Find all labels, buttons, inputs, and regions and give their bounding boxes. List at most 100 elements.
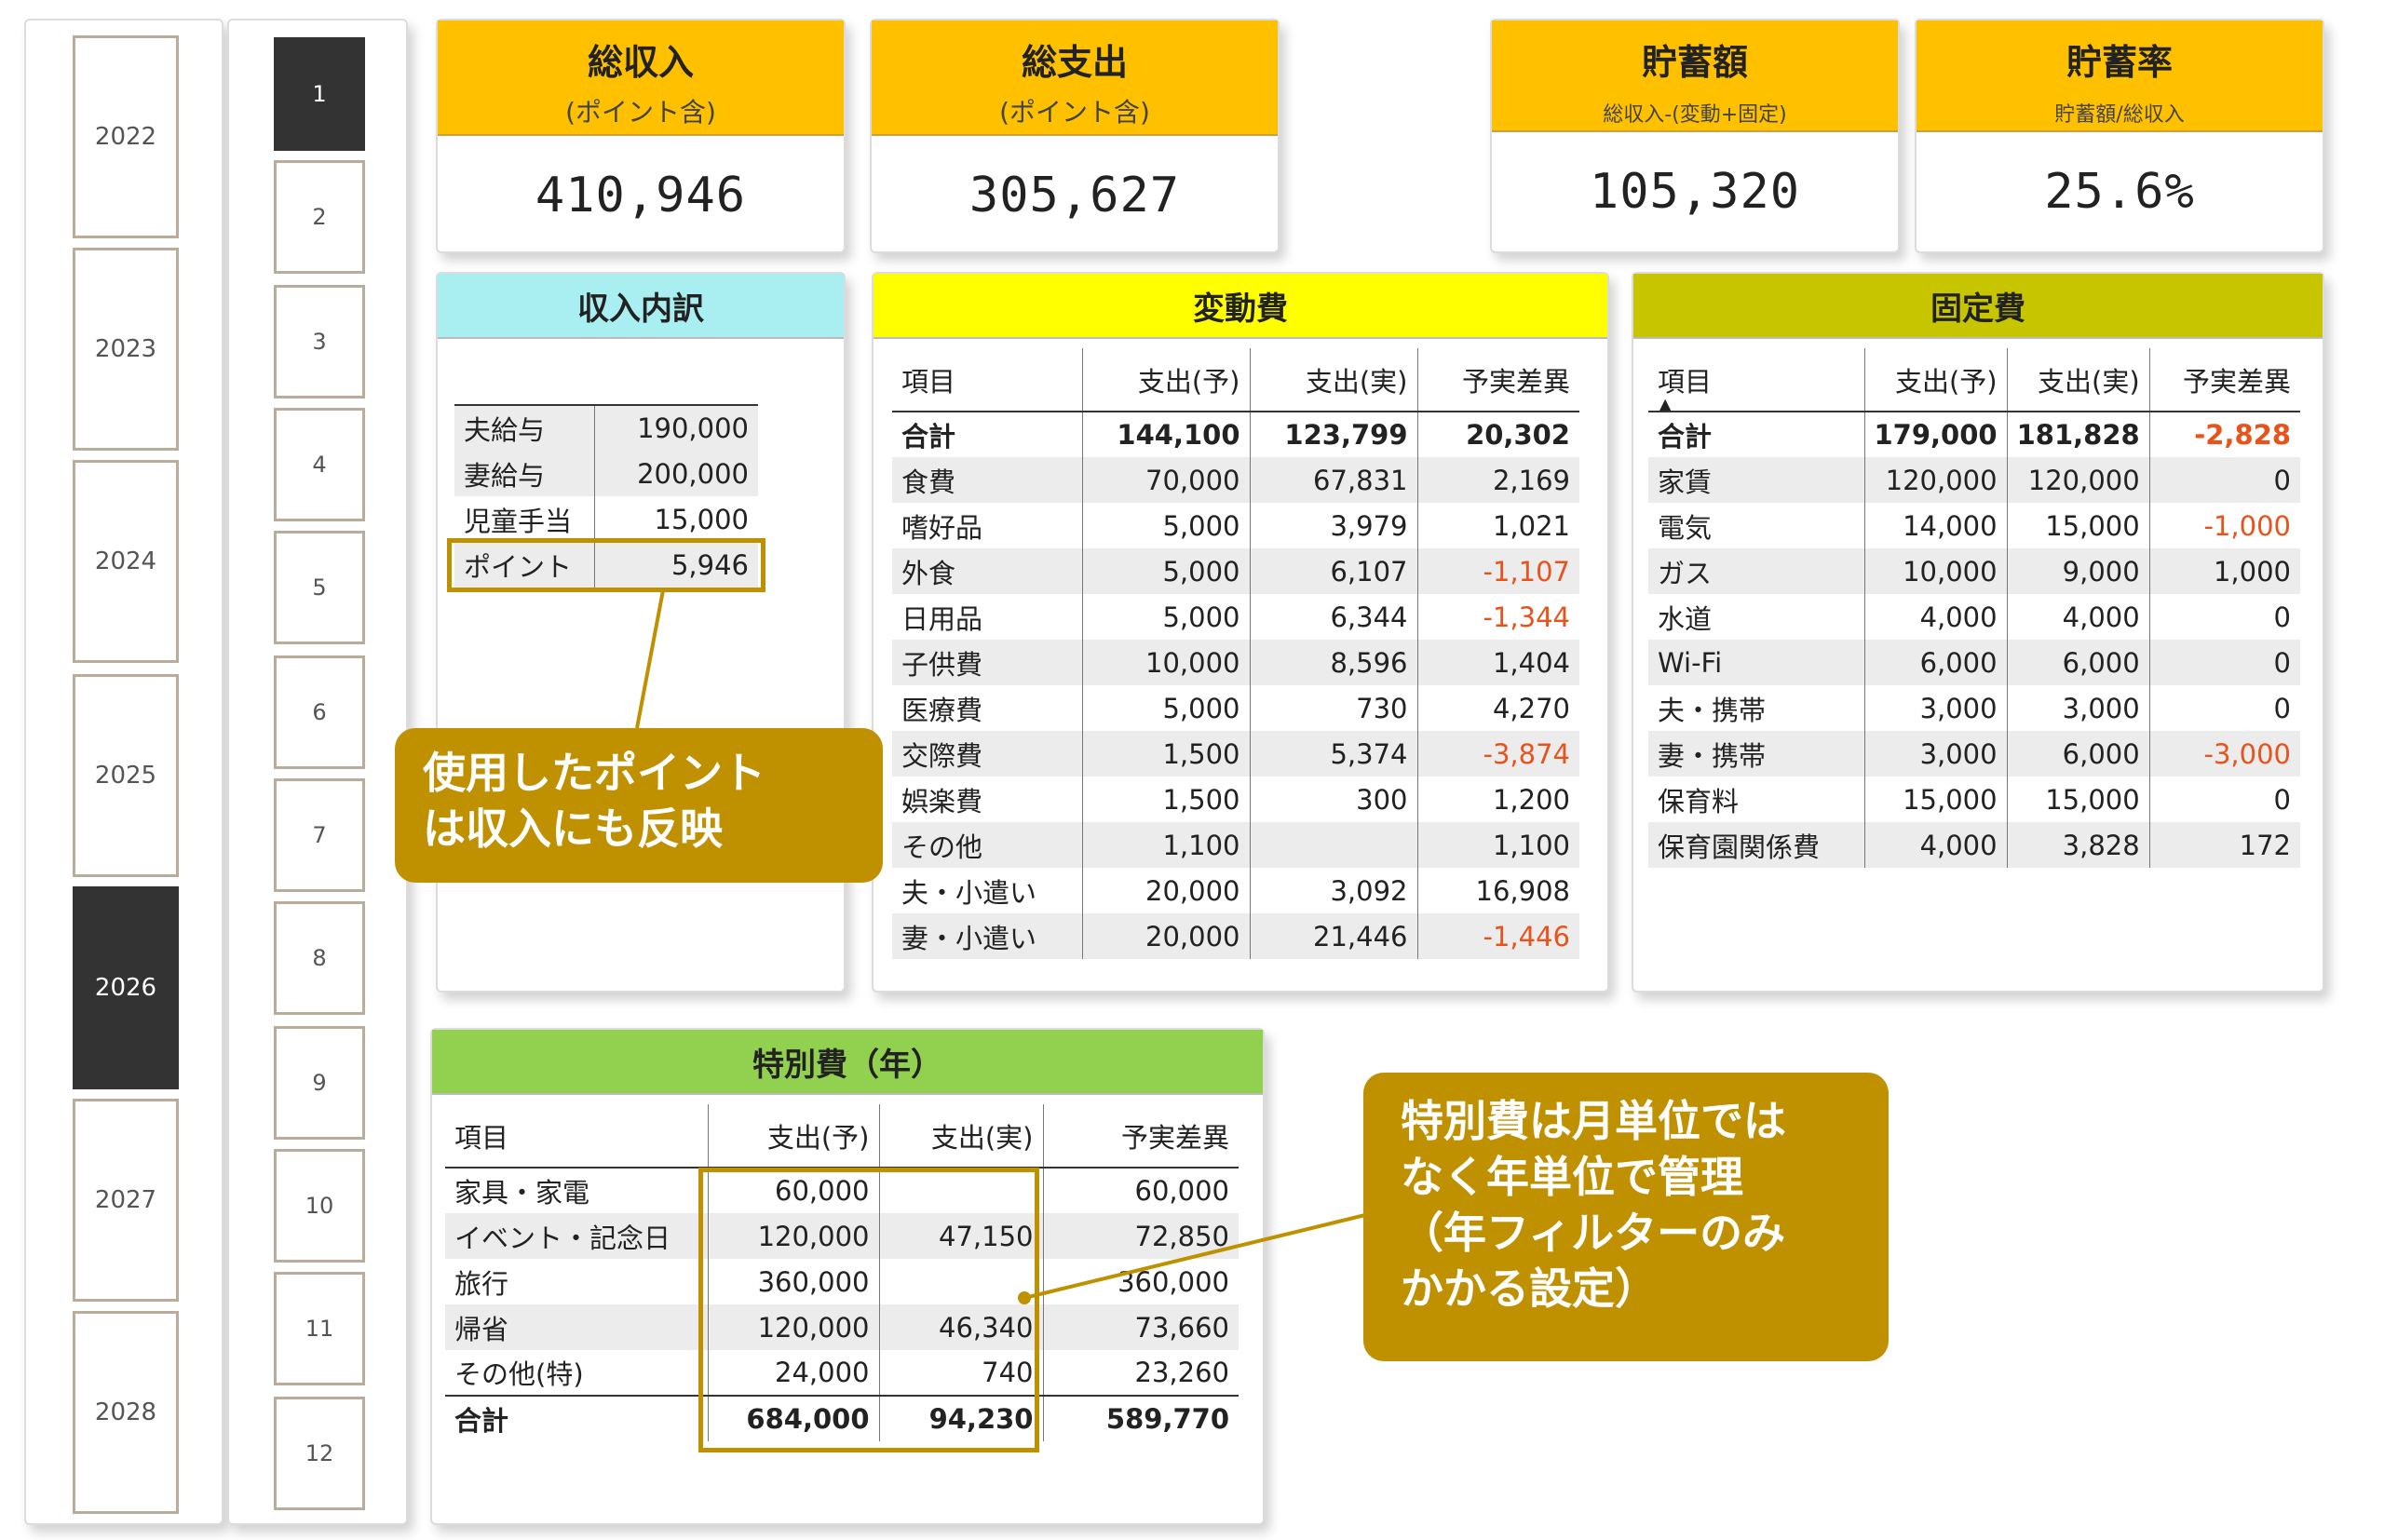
cell-diff: 0 [2149,640,2300,685]
cell-item: イベント・記念日 [445,1213,709,1259]
cell-actual: 730 [1250,685,1418,731]
cell-plan: 5,000 [1082,503,1251,548]
cell-diff: 0 [2149,457,2300,503]
cell-actual [879,1168,1044,1213]
cell-item: 電気 [1648,503,1865,548]
kpi-subtitle: 総収入-(変動+固定) [1603,103,1787,127]
cell-actual: 3,979 [1250,503,1418,548]
year-button-2027[interactable]: 2027 [73,1099,179,1302]
kpi-subtitle: (ポイント含) [565,97,716,128]
cell-item: 家具・家電 [445,1168,709,1213]
cell-actual: 94,230 [879,1395,1044,1441]
column-header[interactable]: 項目 [445,1104,709,1169]
cell-diff: 589,770 [1043,1395,1239,1441]
cell-item: ガス [1648,548,1865,594]
month-button-2[interactable]: 2 [274,160,365,274]
table-row: 娯楽費 1,500 300 1,200 [892,777,1579,822]
column-header[interactable]: 支出(実) [879,1104,1044,1169]
month-button-12[interactable]: 12 [274,1397,365,1510]
month-button-10[interactable]: 10 [274,1149,365,1263]
column-header[interactable]: 予実差異 [1043,1104,1239,1169]
cell-item: 夫・小遣い [892,868,1083,913]
year-button-2028[interactable]: 2028 [73,1311,179,1514]
table-row: 夫・携帯 3,000 3,000 0 [1648,685,2300,731]
cell-plan: 10,000 [1082,640,1251,685]
section-title: 変動費 [874,274,1607,339]
cell-diff: 72,850 [1043,1213,1239,1259]
cell-plan: 1,500 [1082,777,1251,822]
cell-actual: 120,000 [2007,457,2150,503]
cell-item: 医療費 [892,685,1083,731]
cell-plan: 3,000 [1864,685,2008,731]
column-header[interactable]: 予実差異 [2149,348,2300,412]
column-header[interactable]: 項目 [892,348,1083,412]
table-row: Wi-Fi 6,000 6,000 0 [1648,640,2300,685]
column-header[interactable]: 支出(実) [2007,348,2150,412]
year-button-2023[interactable]: 2023 [73,248,179,451]
cell-actual: 15,000 [2007,503,2150,548]
month-button-8[interactable]: 8 [274,901,365,1015]
table-row: 外食 5,000 6,107 -1,107 [892,548,1579,594]
cell-item: 家賃 [1648,457,1865,503]
cell-actual: 6,107 [1250,548,1418,594]
month-button-5[interactable]: 5 [274,531,365,644]
month-button-9[interactable]: 9 [274,1026,365,1140]
column-header[interactable]: 項目 ▲ [1648,348,1865,412]
year-button-2022[interactable]: 2022 [73,35,179,238]
month-button-4[interactable]: 4 [274,408,365,521]
cell-actual: 5,374 [1250,731,1418,777]
year-button-2024[interactable]: 2024 [73,460,179,663]
cell-actual: 9,000 [2007,548,2150,594]
points-highlight-box [447,538,765,592]
cell-item: 夫・携帯 [1648,685,1865,731]
cell-plan: 24,000 [708,1350,880,1396]
cell-item: 妻・小遣い [892,913,1083,959]
cell-item: 合計 [445,1395,709,1441]
income-breakdown-panel: 収入内訳 夫給与 190,000 妻給与 200,000 児童手当 15,000… [436,272,846,993]
table-row: 家賃 120,000 120,000 0 [1648,457,2300,503]
month-button-3[interactable]: 3 [274,285,365,399]
variable-cost-table: 項目 支出(予) 支出(実) 予実差異 合計 144,100 123,799 20,3… [892,348,1579,959]
kpi-value: 105,320 [1589,164,1801,220]
table-row: 日用品 5,000 6,344 -1,344 [892,594,1579,640]
month-button-11[interactable]: 11 [274,1272,365,1385]
cell-diff: 172 [2149,822,2300,868]
cell-plan: 4,000 [1864,822,2008,868]
cell-item: 保育料 [1648,777,1865,822]
cell-diff: 16,908 [1475,874,1570,907]
month-slicer: 1 2 3 4 5 6 7 8 9 10 11 12 [227,19,408,1525]
column-header[interactable]: 支出(予) [1082,348,1251,412]
cell-actual: 47,150 [879,1213,1044,1259]
column-header[interactable]: 支出(実) [1250,348,1418,412]
cell-diff: -1,107 [1417,548,1579,594]
column-header[interactable]: 支出(予) [708,1104,880,1169]
kpi-subtitle: 貯蓄額/総収入 [2054,103,2185,127]
cell-item: 嗜好品 [892,503,1083,548]
cell-diff: 0 [2273,601,2291,633]
column-header[interactable]: 予実差異 [1417,348,1579,412]
section-title: 固定費 [1633,274,2323,339]
cell-plan: 15,000 [1864,777,2008,822]
column-header[interactable]: 支出(予) [1864,348,2008,412]
cell-diff: 1,404 [1417,640,1579,685]
year-button-2026[interactable]: 2026 [73,886,179,1089]
cell-actual: 3,092 [1250,868,1418,913]
month-button-7[interactable]: 7 [274,778,365,892]
cell-plan: 120,000 [1864,457,2008,503]
cell-plan: 360,000 [708,1259,880,1304]
cell-diff: 1,200 [1492,783,1570,816]
table-row: 食費 70,000 67,831 2,169 [892,457,1579,503]
table-row: その他 1,100 1,100 [892,822,1579,868]
cell-actual: 8,596 [1250,640,1418,685]
cell-item: Wi-Fi [1648,640,1865,685]
kpi-title: 総収入 [587,42,694,83]
month-button-6[interactable]: 6 [274,655,365,769]
month-button-1[interactable]: 1 [274,37,365,151]
year-button-2025[interactable]: 2025 [73,674,179,877]
cell-diff: 1,000 [2149,548,2300,594]
table-row: 妻・携帯 3,000 6,000 -3,000 [1648,731,2300,777]
cell-item: 合計 [892,412,1083,457]
table-row: 医療費 5,000 730 4,270 [892,685,1579,731]
cell-item: 合計 [1648,412,1865,457]
table-row: 保育料 15,000 15,000 0 [1648,777,2300,822]
